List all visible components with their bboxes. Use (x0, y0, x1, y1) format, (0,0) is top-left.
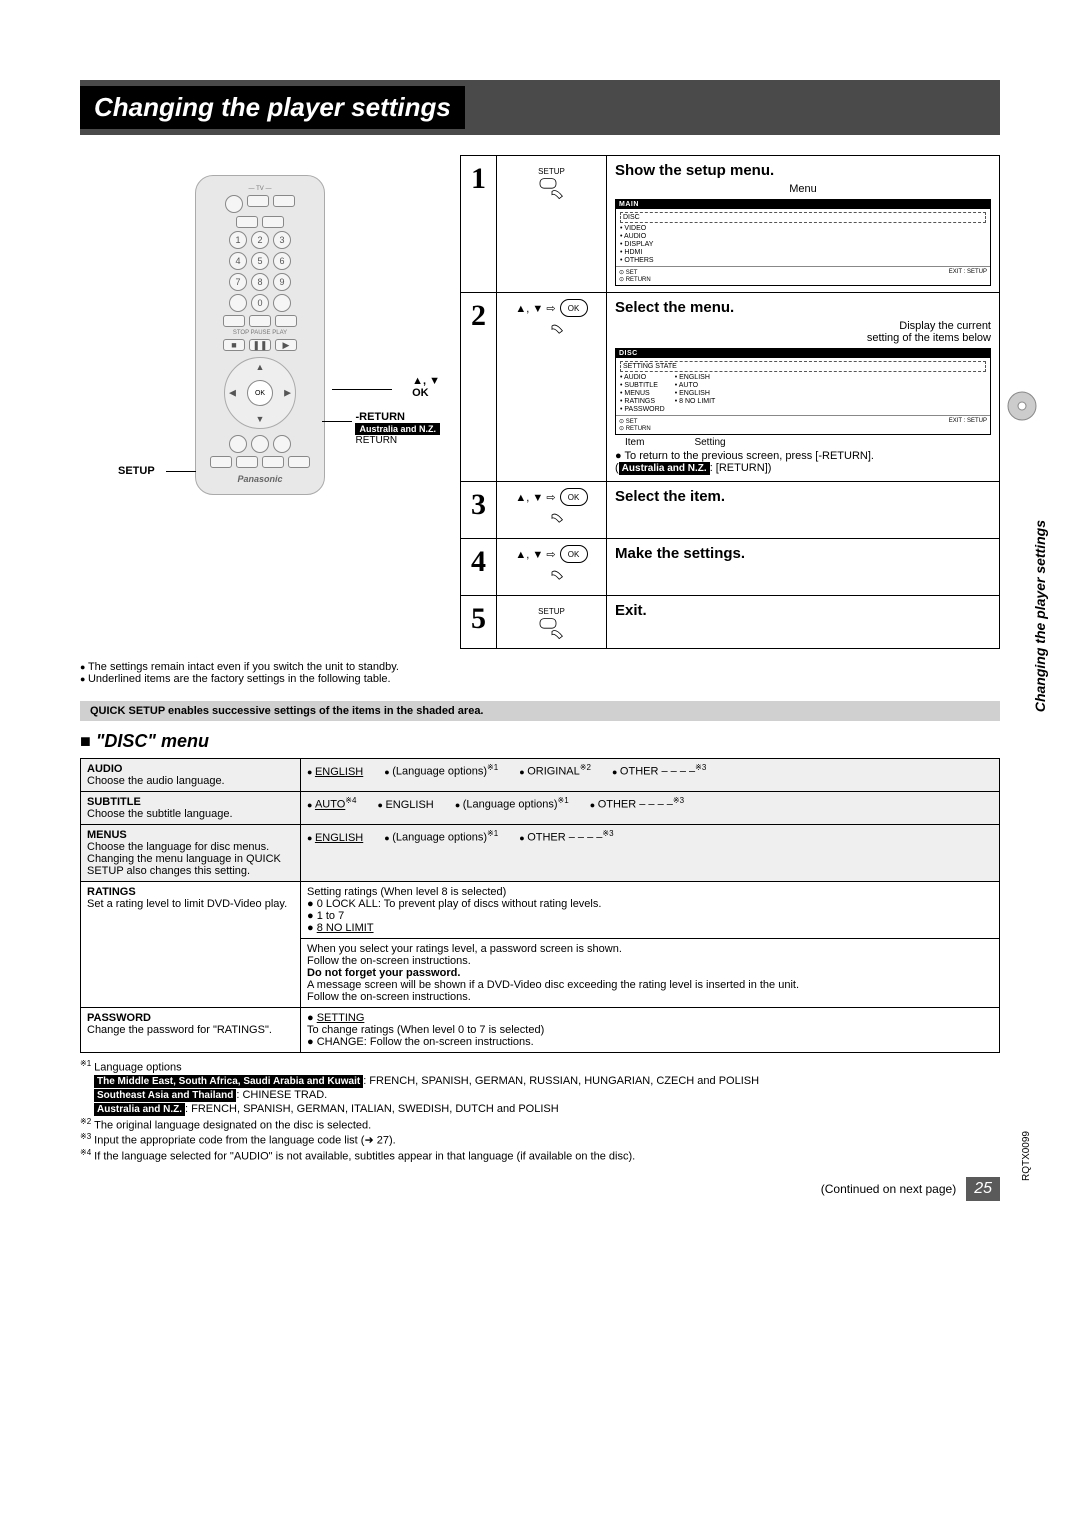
arrows-ok-icon: ▲, ▼ ⇨ OK (515, 488, 587, 506)
step-num-2: 2 (461, 293, 497, 482)
callout-setup: SETUP (118, 465, 155, 477)
step-4-title: Make the settings. (615, 545, 991, 562)
step-2-title: Select the menu. (615, 299, 991, 316)
arrows-ok-icon: ▲, ▼ ⇨ OK (515, 299, 587, 317)
side-section-label: Changing the player settings (1032, 520, 1048, 712)
region-badge: Australia and N.Z. (355, 423, 440, 435)
step-1-title: Show the setup menu. (615, 162, 991, 179)
doc-code: RQTX0099 (1021, 1131, 1032, 1181)
osd-disc-menu: DISC SETTING STATE • AUDIO • SUBTITLE • … (615, 348, 991, 435)
callout-updown: ▲, ▼ (412, 375, 440, 387)
callout-return: -RETURN (355, 411, 440, 423)
callout-return-small: RETURN (355, 435, 440, 446)
steps-table: 1 SETUP Show the setup menu. Menu MAIN (460, 155, 1000, 649)
title-bar: Changing the player settings (80, 80, 1000, 135)
brand-label: Panasonic (204, 474, 316, 484)
disc-icon (1006, 390, 1038, 422)
setup-icon: SETUP (517, 167, 587, 202)
mid-notes: The settings remain intact even if you s… (80, 661, 1000, 685)
disc-menu-table: AUDIO Choose the audio language. ENGLISH… (80, 758, 1000, 1053)
callout-ok: OK (412, 387, 440, 399)
step-5-title: Exit. (615, 602, 991, 619)
footnotes: ※1Language options The Middle East, Sout… (80, 1059, 1000, 1163)
remote-control: — TV — 123 456 789 0 STOP PAUSE PLAY ■❚❚… (195, 175, 325, 495)
step-num-5: 5 (461, 596, 497, 649)
setup-icon: SETUP (517, 607, 587, 642)
ok-button: OK (247, 380, 273, 406)
num-1: 1 (229, 231, 247, 249)
osd-main-menu: MAIN DISC • VIDEO • AUDIO • DISPLAY • HD… (615, 199, 991, 286)
step-3-title: Select the item. (615, 488, 991, 505)
arrows-ok-icon: ▲, ▼ ⇨ OK (515, 545, 587, 563)
page-number: 25 (966, 1177, 1000, 1201)
dpad: ▲ ▼ ◀ ▶ OK (224, 357, 296, 429)
disc-menu-heading: "DISC" menu (80, 731, 1000, 752)
step-num-3: 3 (461, 482, 497, 539)
quick-setup-bar: QUICK SETUP enables successive settings … (80, 701, 1000, 721)
page-title: Changing the player settings (80, 86, 465, 129)
continued-label: (Continued on next page) (821, 1182, 956, 1196)
remote-column: — TV — 123 456 789 0 STOP PAUSE PLAY ■❚❚… (80, 155, 440, 649)
step-num-4: 4 (461, 539, 497, 596)
step-num-1: 1 (461, 156, 497, 293)
